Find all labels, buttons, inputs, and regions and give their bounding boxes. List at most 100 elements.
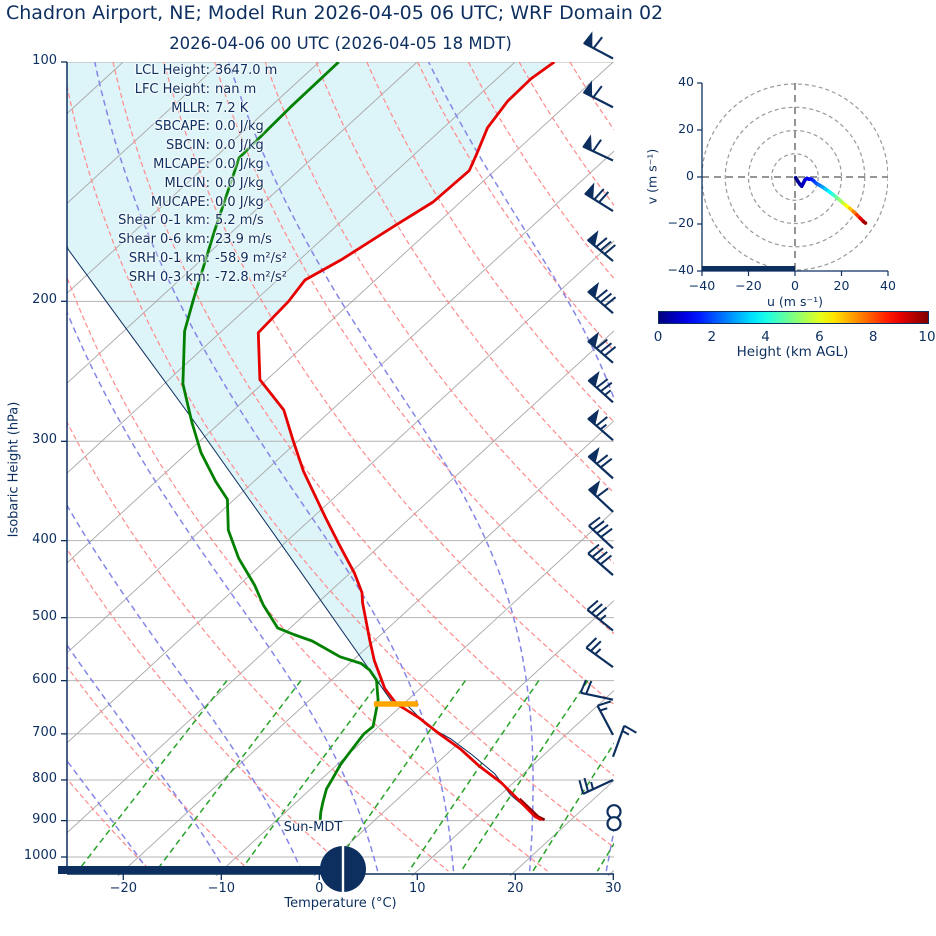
isotherm-line: [67, 62, 418, 384]
barb-full: [592, 520, 605, 531]
barb-full: [596, 487, 609, 498]
hodograph-range-ring: [771, 153, 819, 201]
temperature-tick-label: −20: [109, 881, 138, 896]
hodograph-u-tick-label: 40: [880, 278, 896, 293]
isotherm-line: [67, 62, 614, 564]
hodograph-plot-area: [702, 83, 888, 271]
wind-barb: [587, 409, 614, 441]
isotherm-line: [67, 62, 320, 294]
page-title: Chadron Airport, NE; Model Run 2026-04-0…: [6, 2, 664, 24]
mixing-ratio-line: [532, 742, 614, 872]
mixing-ratio-line: [596, 842, 614, 872]
barb-full: [585, 680, 593, 695]
colorbar-tick-label: 6: [815, 329, 824, 345]
stat-label: Shear 0-1 km:: [118, 213, 210, 229]
isotherm-line: [313, 600, 614, 876]
barb-full: [595, 289, 608, 300]
dry-adiabat-line: [315, 62, 614, 494]
pressure-gridlines: [67, 62, 614, 858]
isotherm-line: [67, 330, 614, 834]
barb-pennant: [587, 331, 600, 349]
dry-adiabat-line: [214, 62, 614, 635]
height-colorbar: [658, 311, 929, 324]
barb-full: [588, 516, 601, 527]
barb-staff: [596, 705, 614, 736]
wind-barb: [579, 679, 614, 701]
wind-barb: [582, 134, 614, 162]
barb-half: [621, 730, 630, 736]
mixing-ratio-line: [155, 680, 302, 872]
calm-wind-marker: [606, 816, 622, 832]
wind-barb: [586, 599, 614, 632]
barb-full: [592, 36, 603, 49]
hodograph-u-tick-label: −20: [735, 278, 762, 293]
barb-pennant: [587, 447, 600, 464]
wind-barb: [587, 282, 617, 315]
dry-adiabat-line: [417, 62, 614, 352]
wind-barb: [584, 182, 614, 213]
isotherm-line: [67, 240, 614, 744]
hodograph-v-tick-label: 40: [678, 74, 694, 89]
barb-half: [594, 648, 602, 655]
moist-adiabat-line: [227, 62, 534, 872]
barb-full: [583, 777, 590, 792]
moist-adiabat-line: [94, 62, 455, 872]
barb-pennant: [582, 80, 593, 98]
dry-adiabat-line: [518, 62, 614, 207]
stat-value: 0.0 J/kg: [215, 156, 264, 172]
colorbar-tick-label: 2: [707, 329, 717, 345]
barb-full: [600, 381, 613, 393]
moist-adiabat-line: [67, 310, 379, 872]
barb-full: [596, 378, 609, 389]
pressure-tick-label: 1000: [23, 848, 57, 863]
barb-full: [592, 139, 602, 152]
stat-value: 3647.0 m: [215, 63, 278, 78]
dry-adiabat-line: [67, 275, 548, 872]
temperature-profile-line: [256, 62, 556, 822]
barb-full: [595, 551, 608, 562]
pressure-tick-label: 200: [32, 292, 57, 308]
wind-barb: [587, 331, 617, 364]
mixing-ratio-lines: [77, 680, 614, 872]
wind-barb: [586, 230, 616, 262]
barb-full: [599, 240, 612, 252]
hodograph-trace-segment: [861, 219, 868, 225]
wind-barbs: [578, 31, 637, 832]
colorbar-tick-label: 10: [918, 329, 936, 345]
isotherm-line: [215, 510, 614, 876]
stat-value: 0.0 J/kg: [215, 119, 264, 135]
stat-label: MLCIN:: [164, 175, 210, 191]
wind-barb: [587, 447, 614, 480]
barb-full: [591, 547, 604, 558]
barb-pennant: [587, 370, 600, 388]
valid-time-subtitle: 2026-04-06 00 UTC (2026-04-05 18 MDT): [169, 34, 512, 53]
pressure-tick-label: 800: [32, 770, 57, 786]
barb-full: [598, 191, 610, 204]
barb-full: [595, 237, 608, 248]
temperature-tick-label: 10: [409, 881, 426, 896]
colorbar-tick-label: 8: [868, 329, 878, 345]
barb-half: [599, 614, 607, 621]
barb-pennant: [588, 480, 601, 497]
pressure-tick-label: 600: [32, 671, 57, 687]
colorbar-label: Height (km AGL): [736, 344, 849, 360]
temperature-tick-label: 30: [605, 881, 622, 896]
pressure-tick-label: 500: [32, 608, 57, 624]
barb-full: [587, 543, 600, 555]
dry-adiabat-line: [264, 62, 614, 565]
barb-full: [604, 346, 617, 357]
barb-full: [590, 603, 603, 615]
dry-adiabat-line: [112, 62, 614, 777]
hodograph-v-tick-label: 0: [686, 168, 694, 183]
barb-full: [585, 637, 598, 649]
mixing-ratio-line: [330, 680, 467, 872]
isotherm-line: [411, 689, 614, 876]
barb-full: [592, 85, 603, 98]
dry-adiabat-line: [722, 62, 936, 871]
wind-barb: [585, 637, 614, 669]
hodograph-axes: [697, 82, 889, 276]
stat-label: SRH 0-1 km:: [128, 250, 210, 266]
mixing-ratio-line: [460, 680, 589, 872]
dry-adiabat-line: [621, 62, 936, 871]
